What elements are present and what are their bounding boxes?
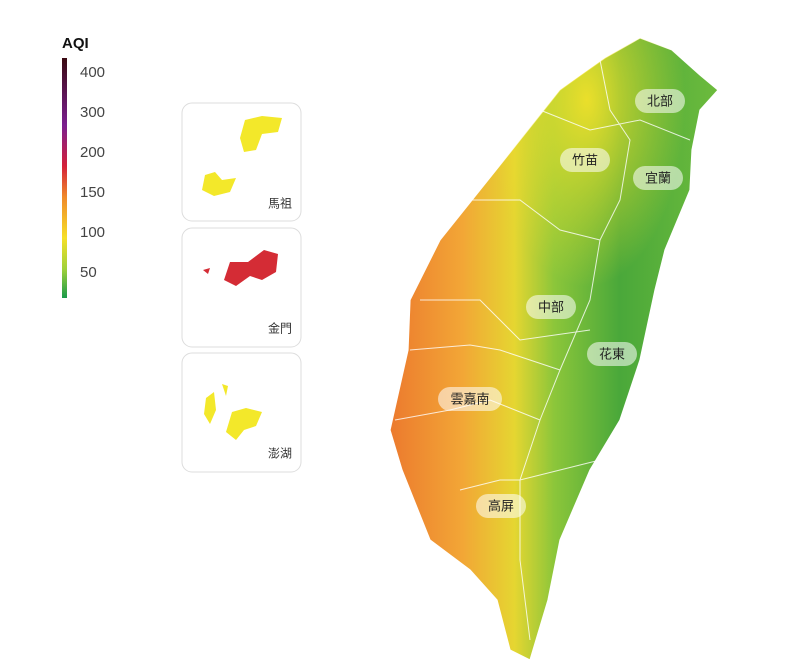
legend-tick-label: 200 <box>80 144 105 161</box>
region-pill <box>633 166 683 190</box>
region-pill <box>587 342 637 366</box>
color-bar <box>62 58 67 298</box>
legend-ticks: 400 300 200 150 100 50 <box>80 64 105 281</box>
region-pill <box>560 148 610 172</box>
region-label: 雲嘉南 <box>450 392 489 408</box>
region-pill <box>476 494 526 518</box>
region-label: 竹苗 <box>572 154 598 169</box>
region-pill <box>438 387 502 411</box>
island <box>203 250 278 286</box>
legend-tick-label: 100 <box>80 224 105 241</box>
region-label: 中部 <box>538 301 564 316</box>
legend-tick-label: 50 <box>80 264 97 281</box>
inset-label: 金門 <box>268 321 292 336</box>
region-label: 宜蘭 <box>645 171 671 187</box>
inset-label: 澎湖 <box>268 446 292 461</box>
island <box>202 116 282 196</box>
legend-tick-label: 400 <box>80 64 105 81</box>
legend-title: AQI <box>62 35 89 52</box>
island <box>204 384 262 440</box>
region-pill <box>526 295 576 319</box>
region-label: 花東 <box>599 347 625 363</box>
legend-tick-label: 150 <box>80 184 105 201</box>
legend-tick-label: 300 <box>80 104 105 121</box>
region-label: 北部 <box>647 95 673 110</box>
taiwan-overlay <box>390 38 718 660</box>
inset-label: 馬祖 <box>268 196 292 211</box>
region-label: 高屏 <box>488 499 514 515</box>
region-pill <box>635 89 685 113</box>
